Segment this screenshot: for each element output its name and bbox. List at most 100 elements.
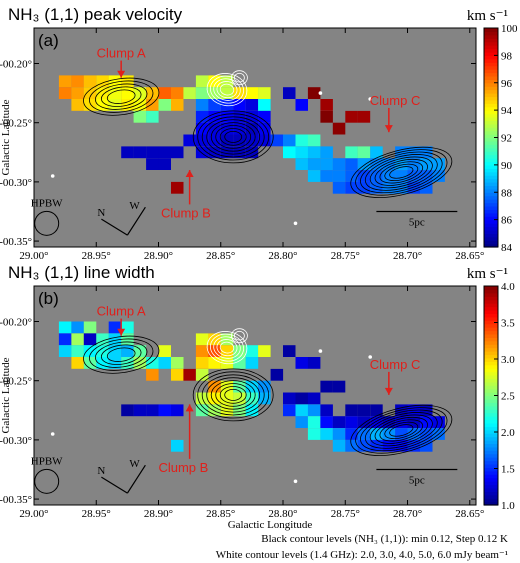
heatmap-cell	[245, 357, 259, 369]
colorbar-segment	[484, 381, 498, 386]
colorbar-segment	[484, 368, 498, 373]
heatmap-cell	[332, 428, 346, 440]
colorbar-segment	[484, 371, 498, 376]
colorbar-tick-label: 90	[501, 160, 513, 172]
colorbar-segment	[484, 158, 498, 163]
beam-label: HPBW	[31, 197, 63, 209]
colorbar-segment	[484, 41, 498, 46]
nh3-contour-clump-c	[384, 421, 419, 440]
radio-contour	[206, 331, 248, 365]
heatmap-cell	[208, 75, 221, 88]
radio-contour	[206, 73, 248, 107]
heatmap-cell	[307, 87, 321, 99]
heatmap-cell	[283, 87, 296, 99]
colorbar-segment	[484, 199, 498, 204]
colorbar-segment	[484, 354, 498, 359]
heatmap-cell	[320, 110, 333, 123]
heatmap-cell	[220, 357, 234, 369]
heatmap-cell	[295, 99, 308, 111]
colorbar-segment	[484, 446, 498, 451]
heatmap-cell	[96, 99, 109, 111]
heatmap-cell	[295, 158, 308, 170]
radio-contour	[219, 341, 235, 354]
heatmap-cell	[220, 87, 234, 99]
heatmap-cell	[332, 439, 346, 452]
colorbar-segment	[484, 161, 498, 166]
heatmap-cell	[133, 357, 147, 369]
colorbar-segment	[484, 75, 498, 80]
point-source-marker	[368, 355, 373, 359]
colorbar-tick-label: 86	[501, 215, 513, 227]
heatmap-cell	[171, 357, 184, 369]
heatmap-cell	[407, 428, 420, 440]
heatmap-cell	[146, 357, 159, 369]
heatmap-cell	[295, 392, 308, 405]
heatmap-cell	[420, 428, 433, 440]
heatmap-cell	[357, 158, 371, 170]
heatmap-cell	[171, 181, 184, 194]
nh3-contour-clump-a	[100, 344, 142, 365]
colorbar-segment	[484, 320, 498, 325]
colorbar-segment	[484, 209, 498, 214]
compass-w-label: W	[129, 458, 140, 470]
plot-frame	[33, 27, 477, 248]
colorbar-segment	[484, 429, 498, 434]
colorbar-tick-label: 1.5	[501, 464, 515, 476]
heatmap-cell	[233, 345, 246, 357]
colorbar-segment	[484, 69, 498, 74]
colorbar-segment	[484, 416, 498, 421]
heatmap-cell	[220, 146, 234, 159]
nh3-contour-clump-b	[197, 371, 270, 419]
colorbar-tick-label: 98	[501, 50, 513, 62]
colorbar-segment	[484, 323, 498, 328]
colorbar-segment	[484, 154, 498, 159]
nh3-contour-clump-c	[379, 161, 424, 184]
heatmap-cell	[283, 134, 296, 147]
clump-label: Clump C	[370, 93, 421, 108]
scale-bar-label: 5pc	[409, 216, 425, 228]
colorbar-segment	[484, 378, 498, 383]
colorbar-segment	[484, 398, 498, 403]
heatmap-cell	[370, 404, 383, 417]
heatmap-cell	[96, 87, 109, 99]
heatmap-cell	[220, 345, 234, 357]
heatmap-cell	[370, 146, 383, 159]
clump-label: Clump C	[370, 357, 421, 372]
colorbar-segment	[484, 309, 498, 314]
heatmap-cell	[183, 368, 196, 381]
colorbar-segment	[484, 48, 498, 53]
heatmap-cell	[370, 428, 383, 440]
heatmap-cell	[195, 357, 209, 369]
heatmap-cell	[58, 333, 72, 346]
heatmap-cell	[345, 158, 358, 170]
nh3-contour-clump-c	[384, 163, 419, 182]
heatmap-cell	[320, 428, 333, 440]
heatmap-cell	[220, 99, 234, 111]
clump-label: Clump B	[158, 460, 208, 475]
heatmap-cell	[407, 416, 420, 428]
nh3-contour-clump-b	[206, 119, 261, 155]
x-tick-label: 28.75°	[331, 250, 360, 262]
heatmap-cell	[133, 87, 147, 99]
nh3-contour-clump-b	[224, 130, 243, 143]
heatmap-cell	[108, 75, 122, 88]
nh3-contour-clump-b	[197, 113, 270, 161]
colorbar-segment	[484, 292, 498, 297]
colorbar-segment	[484, 86, 498, 91]
heatmap-cell	[307, 416, 321, 428]
nh3-contour-clump-a	[83, 77, 160, 116]
radio-contour	[209, 75, 245, 104]
colorbar-segment	[484, 481, 498, 486]
heatmap-cell	[307, 170, 321, 182]
clump-label: Clump B	[161, 205, 211, 220]
heatmap-cell	[420, 181, 433, 194]
heatmap-cell	[407, 181, 420, 194]
heatmap-cell	[195, 345, 209, 357]
y-tick-label: -00.25°	[0, 376, 32, 388]
nh3-contour-clump-c	[360, 409, 443, 452]
colorbar-tick-label: 4.0	[501, 281, 515, 293]
y-axis-title: Galactic Latitude	[0, 99, 12, 175]
clump-arrowhead	[117, 328, 126, 336]
radio-contour	[230, 328, 248, 344]
